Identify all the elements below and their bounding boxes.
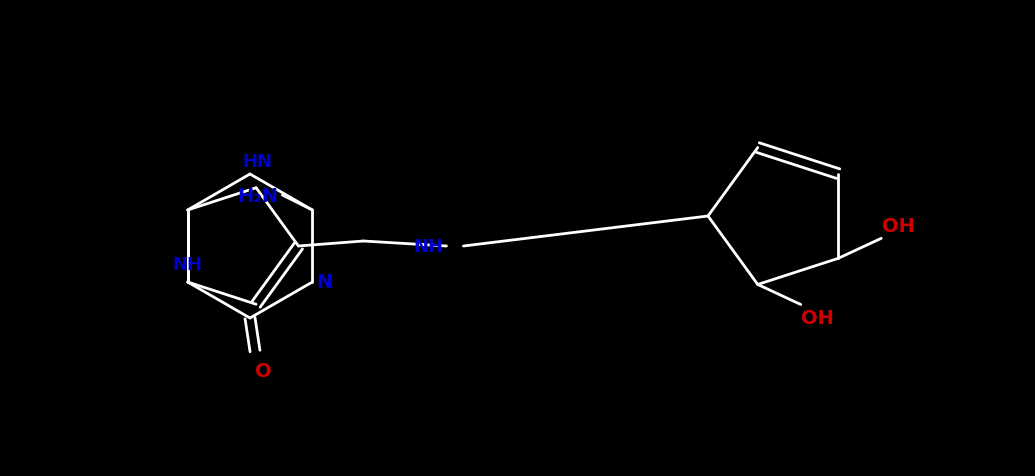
Text: H₂N: H₂N [237,186,277,205]
Text: OH: OH [801,308,834,327]
Text: OH: OH [882,217,915,235]
Text: HN: HN [242,153,272,170]
Text: NH: NH [413,238,443,256]
Text: NH: NH [173,256,203,273]
Text: N: N [317,273,332,292]
Text: O: O [255,362,271,381]
